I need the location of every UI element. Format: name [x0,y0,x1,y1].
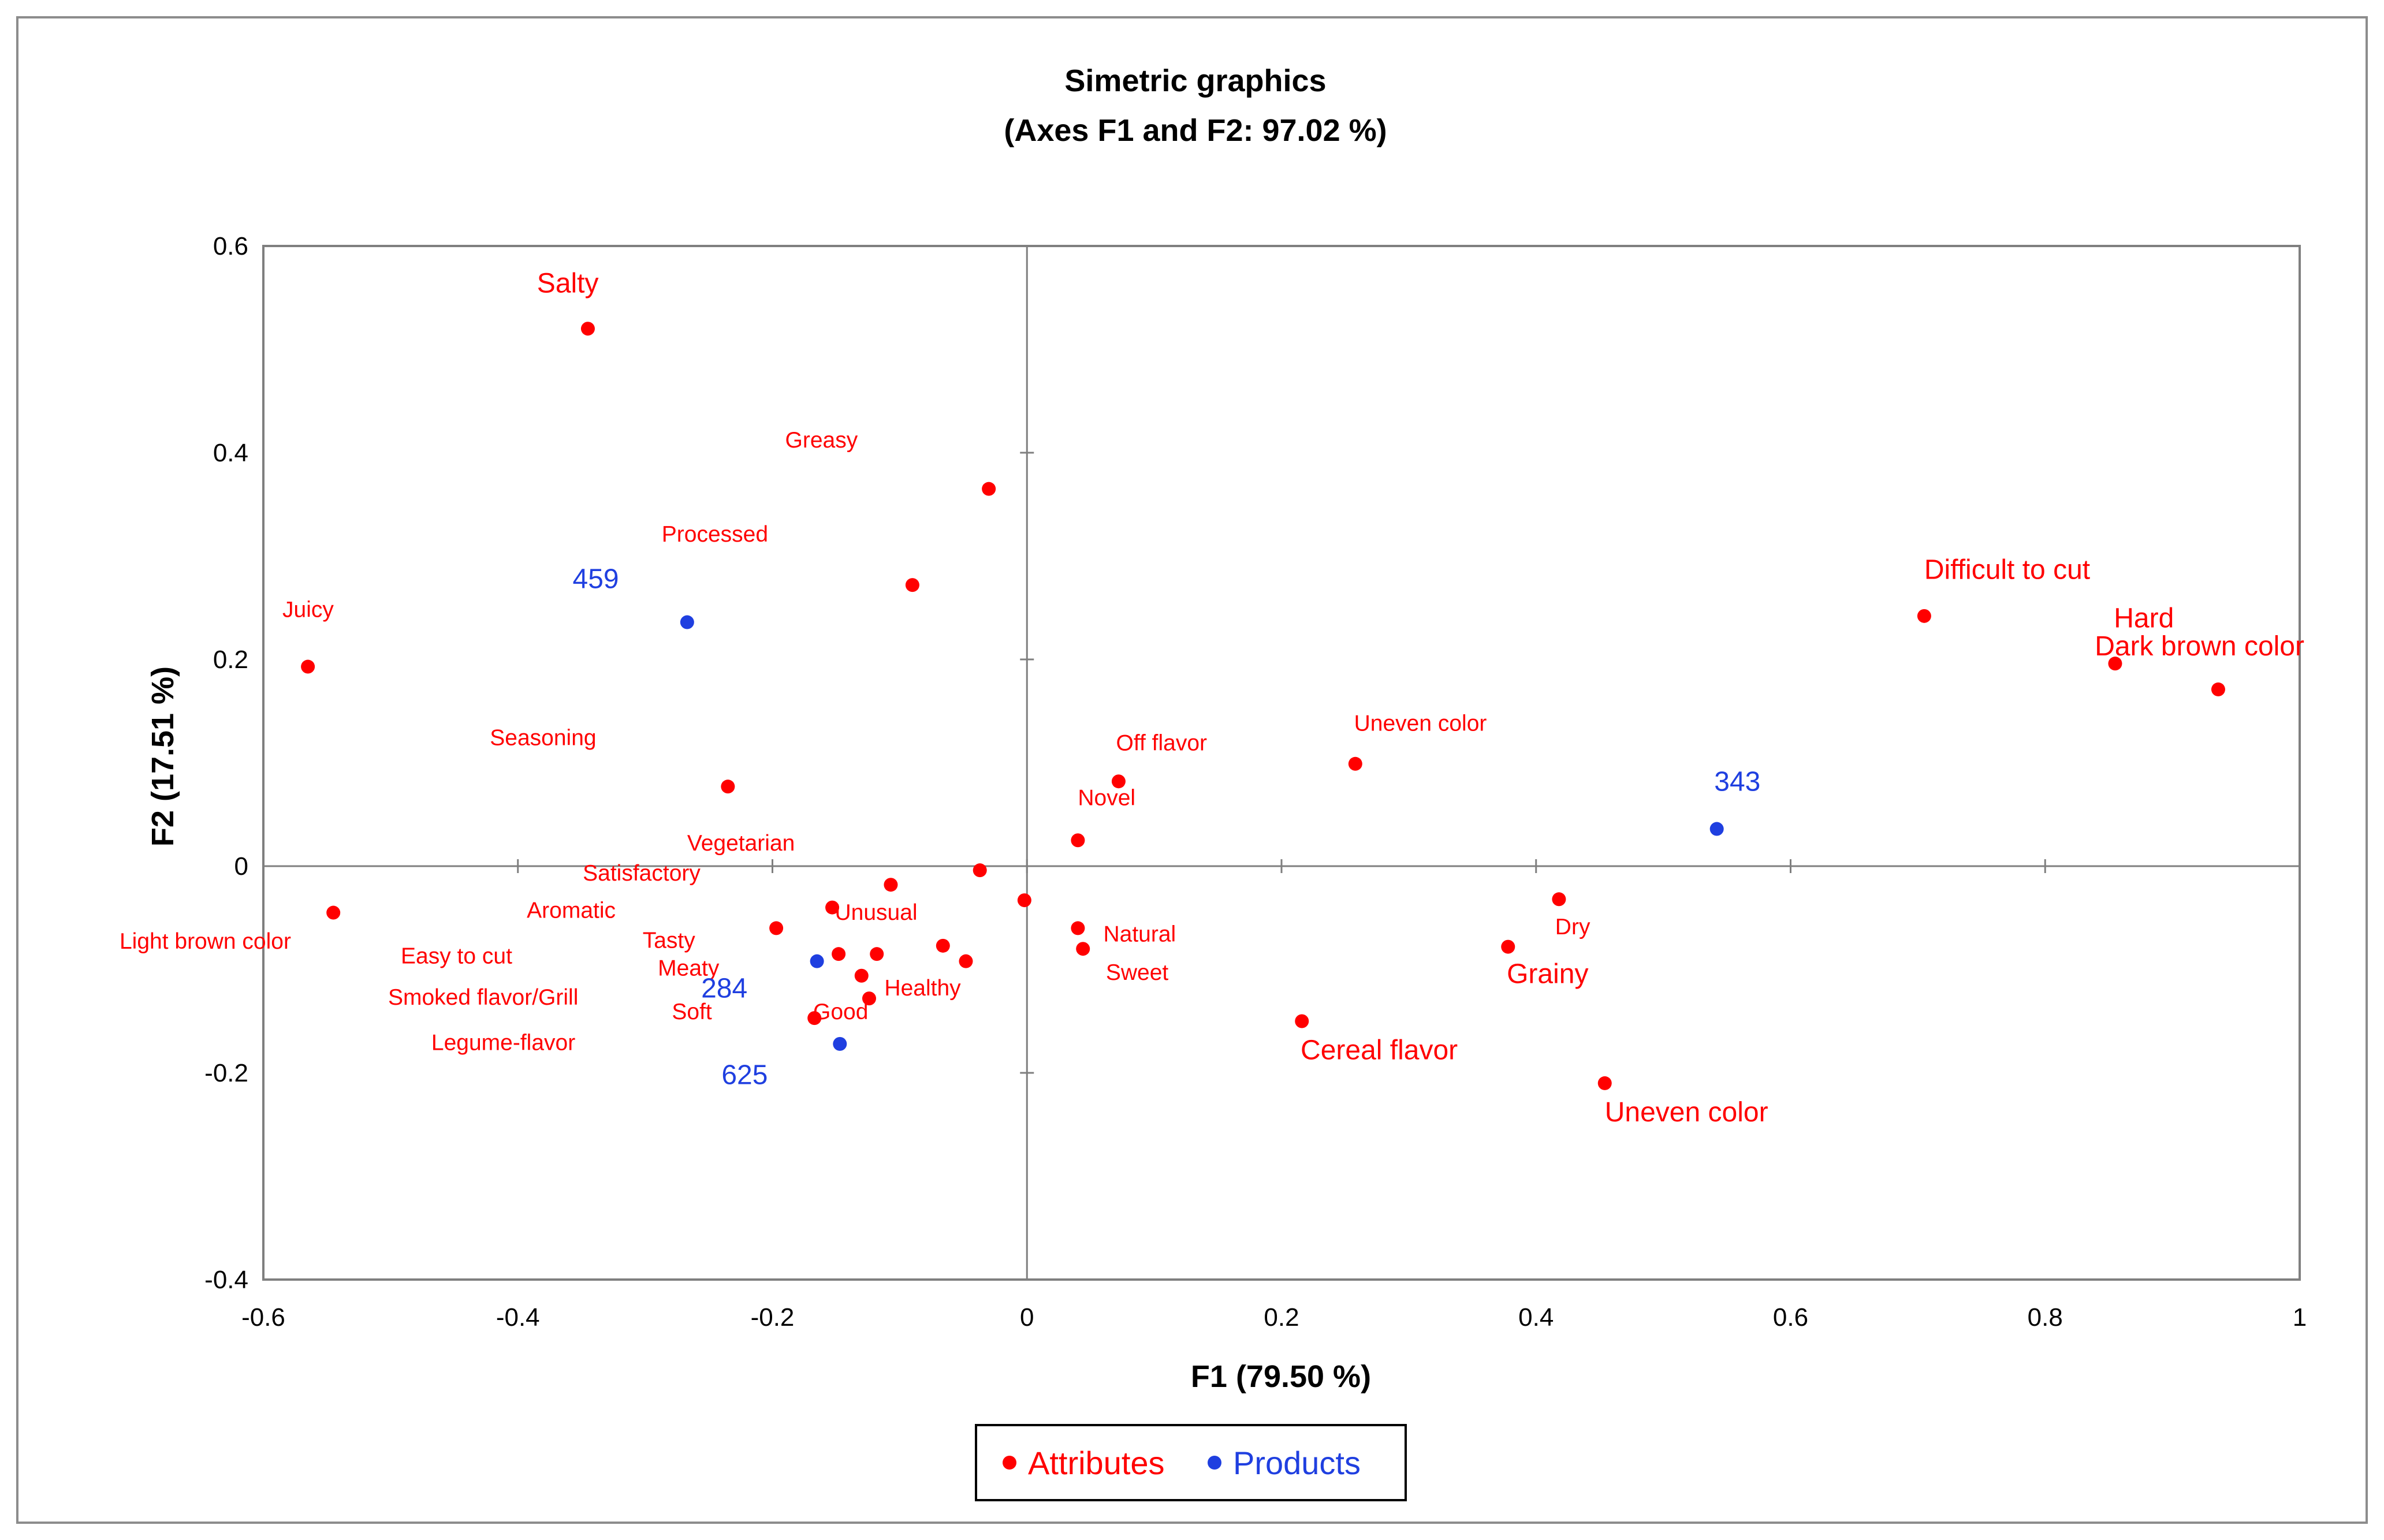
x-tick-label: 0.4 [1518,1303,1554,1332]
attribute-label: Novel [1078,785,1135,810]
attribute-point [580,322,595,336]
attribute-point [959,954,973,968]
attribute-label: Off flavor [1116,731,1208,756]
attribute-point [1348,756,1362,771]
attribute-label: Cereal flavor [1301,1035,1458,1066]
attribute-label: Legume-flavor [431,1031,575,1056]
y-tick-label: 0.6 [213,232,248,260]
attribute-label: Aromatic [527,898,616,923]
attribute-point [884,878,898,892]
attribute-point [982,482,996,496]
product-point [680,615,694,629]
x-tick-label: 0.6 [1773,1303,1808,1332]
attribute-label: Salty [537,269,599,299]
attribute-point [973,863,987,878]
legend-label: Products [1233,1445,1361,1481]
attribute-point [1597,1076,1612,1090]
attribute-label: Sweet [1106,960,1169,985]
attribute-label: Difficult to cut [1924,554,2090,585]
y-tick-label: 0.2 [213,646,248,674]
attribute-point [854,968,869,983]
y-tick-label: 0.4 [213,439,248,467]
attribute-label: Dark brown color [2095,631,2304,662]
attribute-point [832,947,846,961]
legend-marker [1208,1456,1221,1470]
product-label: 625 [721,1060,768,1091]
x-tick-label: -0.2 [751,1303,795,1332]
attribute-point [769,921,784,935]
y-tick-label: 0 [234,852,248,881]
x-tick-label: 0 [1020,1303,1034,1332]
attribute-label: Natural [1103,922,1176,947]
attribute-point [1552,892,1566,907]
y-tick-label: -0.2 [204,1059,248,1087]
x-axis-title: F1 (79.50 %) [1191,1359,1371,1394]
legend-box [975,1424,1407,1501]
attribute-point [936,938,950,953]
attribute-label: Satisfactory [583,861,701,886]
x-tick-label: -0.6 [241,1303,285,1332]
attribute-point [721,780,735,794]
attribute-point [326,905,341,920]
attribute-label: Grainy [1507,959,1588,989]
y-tick-label: -0.4 [204,1266,248,1294]
plot-area: -0.6 -0.4 -0.2 0 0.2 0.4 0.6 0.8 1 -0.4 -0.2 0 0.2 0.… [120,232,2307,1332]
outer-frame [16,16,2368,1524]
attribute-point [1917,609,1931,623]
attribute-point [1295,1014,1309,1028]
legend-label: Attributes [1028,1445,1165,1481]
product-label: 284 [701,973,747,1004]
chart-title: Simetric graphics [1064,64,1326,98]
attribute-point [301,659,315,674]
x-tick-label: 0.2 [1264,1303,1299,1332]
attribute-point [2211,682,2225,696]
attribute-label: Vegetarian [687,831,795,856]
attribute-label: Soft [672,1000,712,1024]
attribute-point [905,578,919,592]
attribute-label: Light brown color [120,929,291,954]
attribute-point [807,1011,822,1026]
attribute-label: Juicy [282,598,334,622]
product-label: 343 [1714,766,1760,797]
attribute-point [1017,893,1031,908]
attribute-label: Unusual [835,900,917,925]
legend: Attributes Products [975,1424,1407,1501]
attribute-label: Uneven color [1605,1097,1768,1128]
product-point [1709,822,1724,836]
attribute-label: Healthy [884,976,961,1001]
attribute-point [2108,657,2122,671]
legend-marker [1003,1456,1016,1470]
attribute-point [870,947,884,961]
product-point [810,954,824,968]
attribute-point [1071,833,1085,848]
attribute-point [1501,939,1515,954]
product-label: 459 [573,564,619,594]
x-tick-label: -0.4 [496,1303,540,1332]
attribute-point [1071,921,1085,935]
x-tick-label: 1 [2293,1303,2307,1332]
y-axis-title: F2 (17.51 %) [146,666,180,847]
attribute-label: Processed [662,522,768,547]
product-point [833,1036,847,1051]
attribute-label: Dry [1555,915,1590,939]
attribute-point [1076,942,1090,956]
attribute-point [1111,774,1126,789]
x-tick-label: 0.8 [2028,1303,2063,1332]
attribute-label: Smoked flavor/Grill [388,985,578,1010]
attribute-label: Tasty [643,928,696,953]
attribute-point [862,991,876,1006]
plot-frame [262,245,2301,1281]
chart-subtitle: (Axes F1 and F2: 97.02 %) [1004,113,1387,148]
attribute-label: Meaty [658,956,720,981]
attribute-label: Seasoning [490,726,596,751]
attribute-label: Hard [2114,603,2174,634]
attribute-label: Good [813,1000,868,1024]
attribute-label: Uneven color [1354,711,1487,736]
attribute-label: Easy to cut [401,944,512,968]
attribute-label: Greasy [785,428,858,453]
attribute-point [825,900,840,915]
